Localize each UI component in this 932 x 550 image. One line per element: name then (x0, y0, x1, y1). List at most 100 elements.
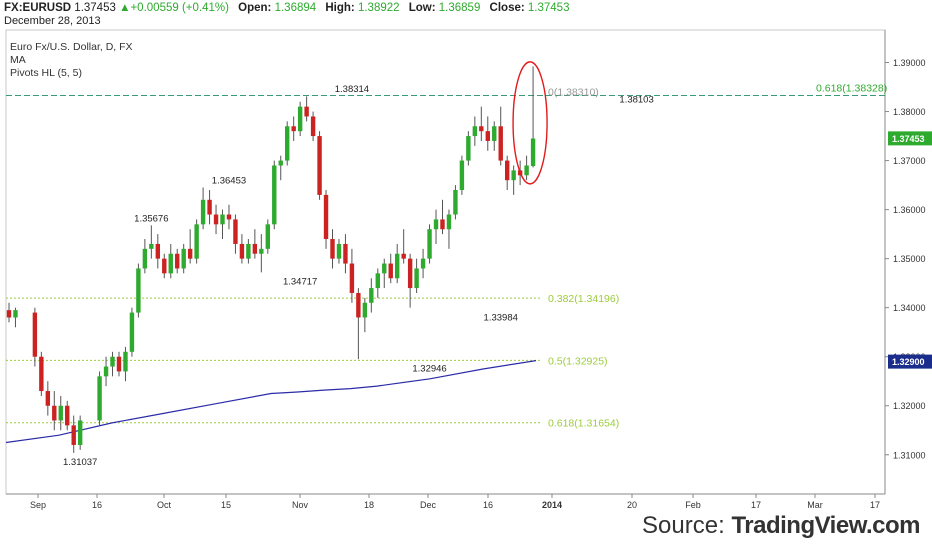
candle-down (213, 214, 219, 225)
x-tick-label: Oct (157, 500, 172, 510)
candle-up (265, 224, 270, 249)
candle-up (77, 420, 83, 445)
candle-up (466, 136, 471, 161)
x-tick-label: Nov (292, 500, 309, 510)
ohlc-readout: FX:EURUSD 1.37453 ▲+0.00559 (+0.41%) Ope… (4, 2, 569, 14)
y-tick-label: 1.37000 (893, 156, 926, 166)
candle-down (175, 253, 180, 269)
x-tick-label: 18 (364, 500, 374, 510)
candle-up (524, 165, 529, 176)
candle-up (446, 214, 452, 230)
tradingview-logo-text: TradingView.com (731, 512, 920, 539)
candle-down (252, 243, 258, 254)
candle-up (123, 351, 128, 372)
candle-up (459, 160, 465, 190)
candle-up (220, 214, 225, 225)
candle-up (142, 248, 148, 269)
y-tick-label: 1.34000 (893, 303, 926, 313)
symbol-label[interactable]: FX:EURUSD (4, 2, 72, 14)
candle-up (511, 170, 516, 181)
candle-down (498, 126, 503, 161)
x-tick-label: 17 (870, 500, 880, 510)
candle-up (246, 243, 251, 259)
last-price-box (888, 131, 932, 146)
x-tick-label: 16 (483, 500, 493, 510)
x-tick-label: 17 (751, 500, 761, 510)
fib-label: 0.5(1.32925) (548, 355, 608, 367)
candle-down (317, 136, 322, 195)
y-tick-label: 1.32000 (893, 401, 926, 411)
candle-down (233, 219, 238, 244)
low-value: 1.36859 (438, 2, 481, 14)
candle-up (278, 160, 283, 166)
candle-up (200, 199, 206, 225)
x-tick-label: Dec (420, 500, 437, 510)
legend-entry: MA (10, 54, 26, 66)
candle-down (343, 243, 348, 264)
x-tick-label: 16 (92, 500, 102, 510)
high-value: 1.38922 (357, 2, 400, 14)
candle-up (272, 165, 277, 225)
candle-up (414, 268, 419, 289)
candle-down (65, 405, 70, 426)
candle-down (45, 391, 51, 406)
close-label: Close: (489, 2, 525, 14)
high-label: High: (325, 2, 355, 14)
legend-entry: Pivots HL (5, 5) (10, 67, 82, 79)
fib-label-zero: 0(1.38310) (548, 86, 599, 98)
open-value: 1.36894 (274, 2, 317, 14)
x-tick-label: Sep (30, 500, 46, 510)
footer: Source: TradingView.com (0, 512, 932, 550)
candle-down (479, 126, 484, 132)
x-tick-label: 2014 (542, 500, 562, 510)
last-price-value: 1.37453 (74, 2, 116, 14)
candle-up (285, 126, 290, 161)
candle-up (395, 253, 400, 279)
candle-up (530, 138, 536, 166)
moving-average-line (5, 360, 537, 444)
pivot-label: 1.35676 (134, 213, 168, 224)
candle-up (382, 263, 387, 274)
candle-up (369, 288, 374, 303)
source-prefix: Source: (642, 512, 732, 539)
close-value: 1.37453 (527, 2, 570, 14)
y-tick-label: 1.35000 (893, 254, 926, 264)
candle-down (71, 425, 76, 445)
pivot-label: 1.33984 (484, 312, 518, 323)
change-value: +0.00559 (+0.41%) (130, 2, 229, 14)
candle-down (401, 253, 406, 259)
candle-down (6, 310, 12, 318)
y-tick-label: 1.38000 (893, 107, 926, 117)
candle-up (453, 190, 458, 215)
y-tick-label: 1.39000 (893, 58, 926, 68)
candle-down (485, 131, 490, 141)
ma-price-box (888, 354, 932, 369)
candle-down (239, 243, 245, 259)
source-credit: Source: TradingView.com (642, 512, 920, 540)
ma-price-label: 1.32900 (892, 357, 925, 367)
chart-header: FX:EURUSD 1.37453 ▲+0.00559 (+0.41%) Ope… (0, 0, 932, 28)
candle-up (181, 248, 186, 269)
date-label: December 28, 2013 (4, 15, 101, 27)
y-tick-label: 1.31000 (893, 450, 926, 460)
candle-up (194, 224, 199, 259)
candle-up (58, 405, 63, 421)
candle-up (472, 126, 478, 137)
x-tick-label: 15 (221, 500, 231, 510)
candle-up (97, 376, 102, 421)
candle-up (362, 302, 368, 318)
candle-up (427, 229, 432, 259)
fib-label: 0.618(1.31654) (548, 418, 619, 430)
last-price-label: 1.37453 (892, 134, 925, 144)
candle-up (13, 310, 18, 318)
candle-down (349, 263, 355, 293)
candle-down (207, 199, 212, 215)
x-tick-label: 20 (627, 500, 637, 510)
candle-up (259, 248, 264, 254)
up-arrow-icon: ▲ (119, 2, 131, 14)
candle-down (116, 356, 122, 372)
candle-up (110, 356, 115, 367)
candle-down (226, 214, 232, 220)
pivot-label: 1.34717 (283, 277, 317, 288)
